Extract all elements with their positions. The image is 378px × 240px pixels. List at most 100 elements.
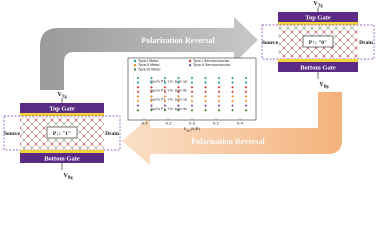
source-label: Source bbox=[262, 40, 279, 46]
marker bbox=[150, 85, 153, 89]
marker bbox=[163, 76, 167, 80]
marker bbox=[204, 104, 207, 107]
dielectric bbox=[20, 113, 104, 116]
marker bbox=[231, 81, 234, 84]
label: VBg bbox=[63, 173, 73, 180]
bottom-gate bbox=[20, 153, 104, 163]
gate-label: Top Gate bbox=[49, 105, 75, 112]
state-box bbox=[46, 126, 78, 139]
marker bbox=[204, 81, 207, 84]
top-gate bbox=[20, 103, 104, 113]
source-label: Source bbox=[4, 131, 21, 137]
marker bbox=[136, 108, 140, 112]
marker bbox=[150, 108, 153, 112]
label-main: V bbox=[313, 1, 318, 7]
marker bbox=[163, 104, 167, 107]
state-label: P↓: "1" bbox=[53, 131, 71, 137]
row-label: Ga₂O₃ P↑ +V₂ spin dn bbox=[150, 89, 187, 93]
gate-label: Bottom Gate bbox=[44, 155, 80, 162]
marker bbox=[244, 76, 248, 80]
label-sub: Tg bbox=[62, 94, 68, 99]
label: Eext(V/Å) bbox=[184, 126, 201, 133]
marker bbox=[136, 99, 140, 103]
x-tick-label: 0.2 bbox=[213, 121, 220, 126]
row-label: Ga₂O₃ P↓ +V₂ spin up bbox=[150, 98, 187, 102]
marker bbox=[217, 99, 221, 103]
marker bbox=[190, 85, 194, 89]
marker bbox=[177, 76, 180, 80]
state-label: P↑: "0" bbox=[309, 40, 327, 46]
x-tick-label: -0.4 bbox=[140, 121, 148, 126]
marker bbox=[150, 104, 153, 107]
marker bbox=[204, 76, 207, 80]
marker bbox=[231, 99, 234, 103]
dielectric bbox=[278, 59, 358, 62]
marker bbox=[204, 95, 207, 98]
arrow bbox=[122, 92, 342, 165]
label-main: V bbox=[57, 92, 62, 98]
marker bbox=[231, 108, 234, 112]
marker bbox=[231, 90, 234, 94]
dielectric bbox=[278, 22, 358, 25]
top-gate bbox=[278, 12, 358, 22]
marker bbox=[204, 90, 207, 94]
marker bbox=[150, 90, 153, 94]
marker bbox=[190, 99, 194, 103]
gate-label: Bottom Gate bbox=[300, 64, 336, 71]
marker bbox=[177, 108, 180, 112]
marker bbox=[204, 108, 207, 112]
marker bbox=[136, 90, 140, 94]
marker bbox=[150, 81, 153, 84]
marker bbox=[136, 85, 140, 89]
marker bbox=[217, 76, 221, 80]
marker bbox=[190, 108, 194, 112]
bottom-gate bbox=[278, 62, 358, 72]
x-tick-label: 0.0 bbox=[189, 121, 196, 126]
marker bbox=[163, 108, 167, 112]
dielectric bbox=[20, 150, 104, 153]
x-tick-label: 0.4 bbox=[237, 121, 244, 126]
marker bbox=[244, 108, 248, 112]
marker bbox=[177, 81, 180, 84]
marker bbox=[217, 90, 221, 94]
drain-label: Drain bbox=[359, 40, 373, 46]
marker bbox=[190, 104, 194, 107]
marker bbox=[231, 104, 234, 107]
row-label: Ga₂O₃ P↓ +V₂ spin dn bbox=[150, 107, 187, 111]
marker bbox=[217, 95, 221, 98]
marker bbox=[244, 104, 248, 107]
legend-label: Type-II Metal bbox=[137, 63, 160, 67]
marker bbox=[177, 90, 180, 94]
marker bbox=[150, 95, 153, 98]
marker bbox=[204, 85, 207, 89]
marker bbox=[136, 95, 140, 98]
legend-marker bbox=[133, 59, 137, 63]
label-main: E bbox=[184, 126, 187, 131]
label: VBg bbox=[319, 82, 329, 89]
marker bbox=[231, 76, 234, 80]
marker bbox=[244, 81, 248, 84]
marker bbox=[177, 99, 180, 103]
marker bbox=[163, 81, 167, 84]
label: VTg bbox=[313, 1, 323, 8]
marker bbox=[190, 76, 194, 80]
x-tick-label: -0.2 bbox=[164, 121, 172, 126]
drain-label: Drain bbox=[105, 131, 119, 137]
label-main: V bbox=[63, 173, 68, 179]
marker bbox=[150, 99, 153, 103]
gate-label: Top Gate bbox=[305, 14, 331, 21]
legend-label: Type-I Metal bbox=[137, 59, 159, 63]
marker bbox=[217, 108, 221, 112]
marker bbox=[204, 99, 207, 103]
label: VTg bbox=[57, 92, 67, 99]
chart: Type-I Metal Type-I Semiconductor Type-II … bbox=[127, 57, 257, 133]
marker bbox=[163, 99, 167, 103]
arrow-label: Polarization Reversal bbox=[141, 36, 215, 45]
row-label: Ga₂O₃ P↑ +V₂ spin up bbox=[150, 79, 187, 83]
legend-label: Type-I Semiconductor bbox=[192, 59, 230, 63]
marker bbox=[217, 81, 221, 84]
marker bbox=[244, 95, 248, 98]
marker bbox=[217, 85, 221, 89]
marker bbox=[136, 104, 140, 107]
